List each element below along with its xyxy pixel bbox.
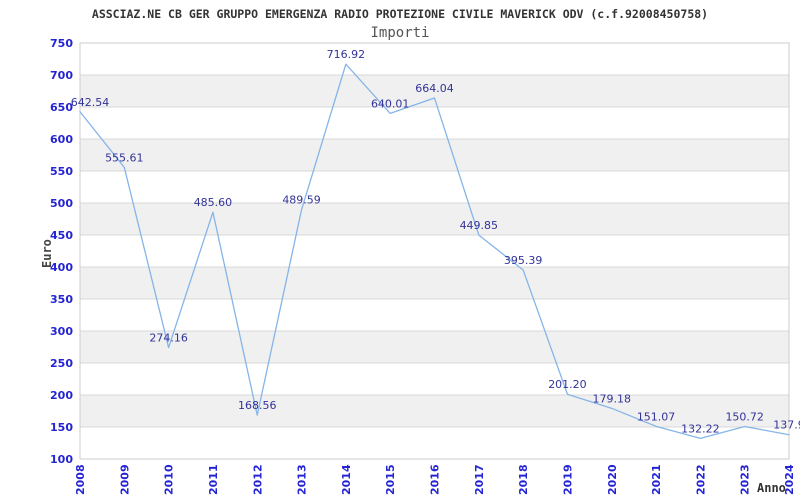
x-tick-label: 2015: [384, 464, 397, 495]
chart-subtitle: Importi: [370, 25, 430, 41]
x-tick-label: 2010: [163, 464, 176, 495]
y-tick-label: 500: [50, 197, 73, 210]
data-label: 168.56: [238, 399, 277, 412]
y-axis-title: Euro: [40, 239, 54, 268]
y-tick-label: 600: [50, 133, 73, 146]
x-tick-label: 2017: [473, 464, 486, 495]
y-tick-label: 550: [50, 165, 73, 178]
grid-band: [80, 75, 789, 107]
data-label: 449.85: [460, 219, 499, 232]
x-tick-label: 2008: [74, 464, 87, 495]
series-line: [79, 63, 790, 440]
x-axis-title: Anno: [757, 481, 786, 495]
y-tick-label: 250: [50, 357, 73, 370]
data-label: 132.22: [681, 422, 720, 435]
chart-title: ASSCIAZ.NE CB GER GRUPPO EMERGENZA RADIO…: [91, 7, 709, 21]
grid-band: [80, 299, 789, 331]
data-label: 555.61: [105, 151, 144, 164]
y-tick-label: 350: [50, 293, 73, 306]
data-label: 179.18: [593, 392, 632, 405]
y-tick-label: 750: [50, 37, 73, 50]
grid-band: [80, 395, 789, 427]
x-tick-label: 2016: [429, 464, 442, 495]
data-label: 150.72: [725, 411, 764, 424]
x-tick-label: 2024: [783, 464, 796, 495]
data-label: 201.20: [548, 378, 587, 391]
data-label: 485.60: [194, 196, 233, 209]
grid-band: [80, 363, 789, 395]
x-tick-label: 2023: [739, 464, 752, 495]
plot-border: [79, 42, 790, 460]
x-tick-label: 2014: [340, 464, 353, 495]
y-tick-label: 300: [50, 325, 73, 338]
data-label: 489.59: [282, 194, 321, 207]
y-tick-label: 650: [50, 101, 73, 114]
data-label: 137.9: [773, 419, 800, 432]
grid-band: [80, 331, 789, 363]
data-label: 642.54: [71, 96, 110, 109]
grid-band: [80, 43, 789, 75]
data-label: 664.04: [415, 82, 454, 95]
y-tick-label: 450: [50, 229, 73, 242]
x-tick-label: 2020: [606, 464, 619, 495]
data-label: 151.07: [637, 410, 676, 423]
x-tick-label: 2021: [650, 464, 663, 495]
grid-band: [80, 107, 789, 139]
y-tick-label: 100: [50, 453, 73, 466]
y-tick-label: 400: [50, 261, 73, 274]
y-tick-label: 700: [50, 69, 73, 82]
grid-band: [80, 427, 789, 459]
y-tick-label: 200: [50, 389, 73, 402]
grid-band: [80, 235, 789, 267]
x-tick-label: 2009: [118, 464, 131, 495]
x-tick-label: 2012: [251, 464, 264, 495]
grid-band: [80, 203, 789, 235]
grid-band: [80, 139, 789, 171]
x-tick-label: 2013: [296, 464, 309, 495]
x-tick-label: 2022: [694, 464, 707, 495]
data-label: 716.92: [327, 48, 366, 61]
grid-band: [80, 267, 789, 299]
y-tick-label: 150: [50, 421, 73, 434]
x-tick-label: 2011: [207, 464, 220, 495]
grid-band: [80, 171, 789, 203]
x-tick-label: 2018: [517, 464, 530, 495]
data-label: 640.01: [371, 97, 410, 110]
x-tick-label: 2019: [561, 464, 574, 495]
data-label: 395.39: [504, 254, 543, 267]
data-label: 274.16: [149, 332, 188, 345]
